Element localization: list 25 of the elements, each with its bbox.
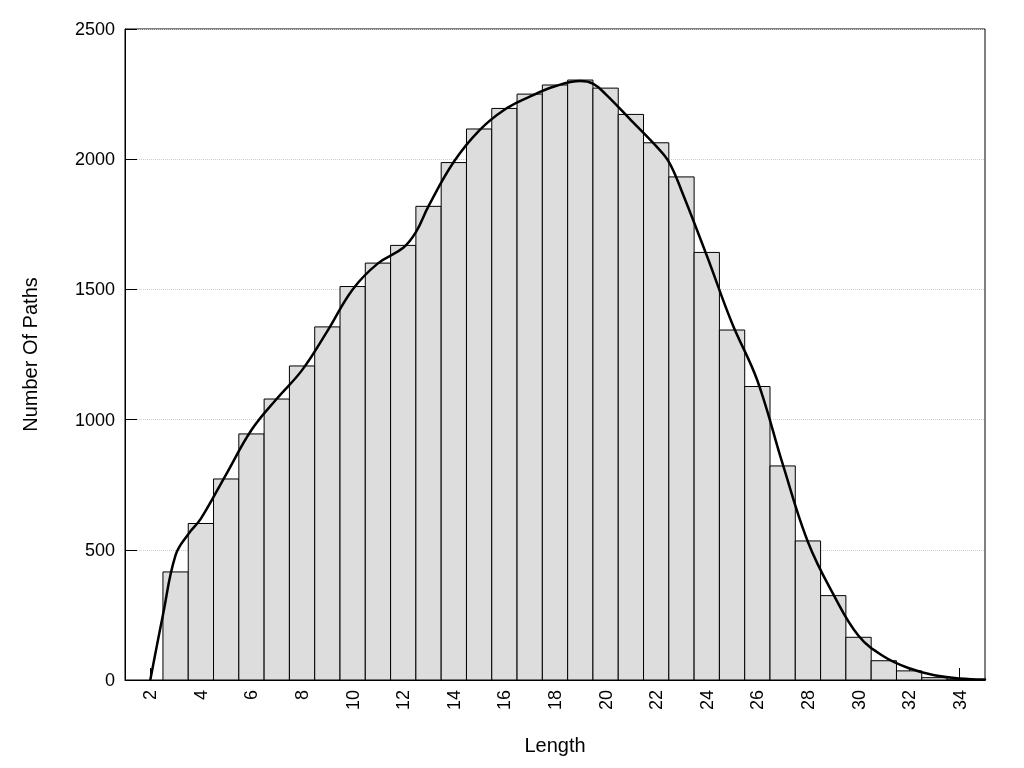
x-tick-label: 10 <box>342 690 363 711</box>
x-tick-label: 30 <box>848 690 869 711</box>
y-tick-label: 0 <box>104 670 115 690</box>
x-tick-label: 22 <box>646 690 667 711</box>
x-tick-label: 6 <box>241 690 262 701</box>
y-tick-label: 2000 <box>74 149 115 170</box>
x-axis-title: Length <box>524 734 586 756</box>
x-tick-label: 20 <box>595 690 616 711</box>
x-tick-label: 8 <box>292 690 313 701</box>
x-tick-label: 26 <box>747 690 768 711</box>
x-tick-label: 24 <box>696 690 717 711</box>
x-tick-label: 28 <box>797 690 818 711</box>
x-tick-label: 14 <box>443 690 464 711</box>
x-tick-label: 16 <box>494 690 515 711</box>
y-tick-label: 1000 <box>74 409 115 430</box>
x-tick-label: 4 <box>190 690 211 701</box>
x-tick-label: 32 <box>899 690 920 711</box>
y-tick-label: 500 <box>84 539 115 560</box>
x-tick-label: 12 <box>393 690 414 711</box>
x-tick-label: 18 <box>545 690 565 711</box>
y-tick-label: 2500 <box>74 19 115 39</box>
y-tick-label: 1500 <box>74 279 115 300</box>
x-tick-label: 2 <box>140 690 161 701</box>
y-axis-title: Number Of Paths <box>19 277 41 432</box>
x-tick-label: 34 <box>949 690 970 711</box>
